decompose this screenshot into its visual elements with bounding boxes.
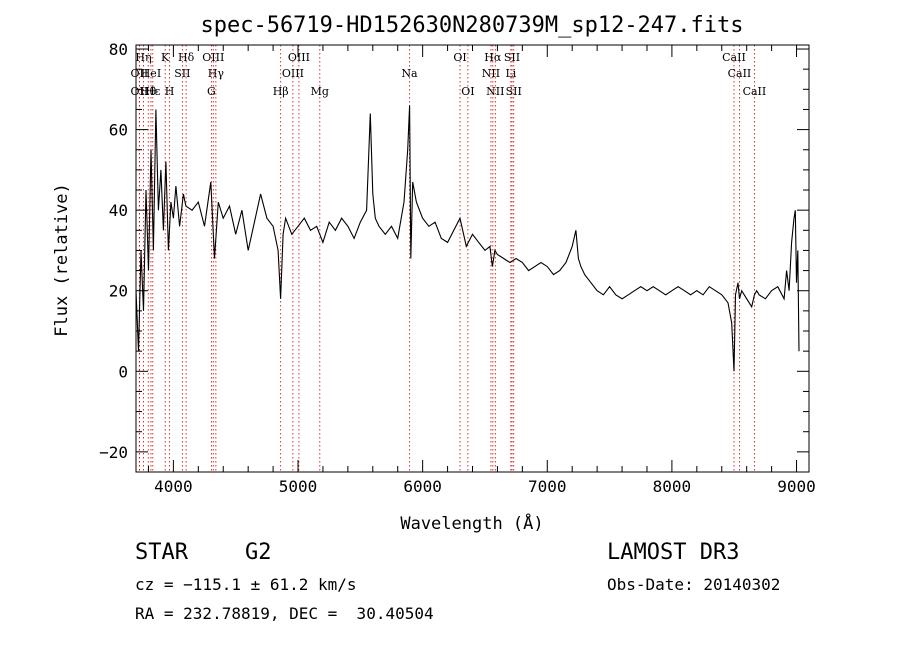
line-label: Hθ <box>140 85 157 98</box>
spectral-subclass: G2 <box>245 540 272 565</box>
line-label: OI <box>453 51 466 64</box>
y-axis-ticks: −20 0 20 40 60 80 <box>99 40 809 473</box>
redshift-value: cz = −115.1 ± 61.2 km/s <box>135 575 357 594</box>
line-label: Hγ <box>208 67 225 80</box>
line-label: Li <box>505 67 516 80</box>
line-label: HeI <box>141 67 161 80</box>
y-tick-label: −20 <box>99 443 128 462</box>
line-label: H <box>165 85 175 98</box>
x-tick-label: 5000 <box>279 477 318 496</box>
x-tick-label: 4000 <box>154 477 193 496</box>
line-label: CaII <box>722 51 746 64</box>
line-label: K <box>161 51 170 64</box>
line-label: Hε <box>145 85 161 98</box>
survey-name: LAMOST DR3 <box>607 540 740 565</box>
object-class: STAR <box>135 540 188 565</box>
line-label: Mg <box>311 85 329 98</box>
y-tick-label: 0 <box>118 362 128 381</box>
line-label: Na <box>401 67 418 80</box>
line-label: OIII <box>288 51 310 64</box>
line-label: OIII <box>282 67 304 80</box>
line-label: OII <box>131 67 149 80</box>
line-label: OIII <box>202 51 224 64</box>
x-tick-label: 7000 <box>528 477 567 496</box>
observation-date: Obs-Date: 20140302 <box>607 575 781 594</box>
line-label: Hβ <box>273 85 289 98</box>
y-tick-label: 60 <box>109 121 128 140</box>
spectral-line-labels: OII OII Hη Hθ HeI Hε K H SII Hδ OIII Hγ G Hβ OIII OIII M… <box>131 51 767 98</box>
y-tick-label: 40 <box>109 201 128 220</box>
sky-coordinates: RA = 232.78819, DEC = 30.40504 <box>135 604 434 623</box>
x-axis-ticks: 4000 5000 6000 7000 8000 9000 <box>147 45 816 496</box>
x-tick-label: 9000 <box>777 477 816 496</box>
line-label: G <box>207 85 216 98</box>
plot-frame <box>135 44 810 473</box>
line-label: CaII <box>728 67 752 80</box>
flux-series-line <box>135 105 800 372</box>
spectral-line-markers <box>138 45 755 472</box>
y-axis-label: Flux (relative) <box>52 183 72 337</box>
y-tick-label: 80 <box>109 40 128 59</box>
line-label: OII <box>131 85 149 98</box>
line-label: Hα <box>484 51 502 64</box>
x-axis-label: Wavelength (Å) <box>400 512 543 534</box>
line-label: NII <box>482 67 500 80</box>
chart-title: spec-56719-HD152630N280739M_sp12-247.fit… <box>200 13 743 38</box>
line-label: NII <box>486 85 504 98</box>
line-label: OI <box>461 85 474 98</box>
line-label: SII <box>504 51 520 64</box>
x-tick-label: 6000 <box>403 477 442 496</box>
line-label: SII <box>174 67 190 80</box>
y-tick-label: 20 <box>109 282 128 301</box>
line-label: Hη <box>135 51 151 64</box>
line-label: Hδ <box>178 51 195 64</box>
x-tick-label: 8000 <box>653 477 692 496</box>
line-label: SII <box>506 85 522 98</box>
line-label: CaII <box>743 85 767 98</box>
